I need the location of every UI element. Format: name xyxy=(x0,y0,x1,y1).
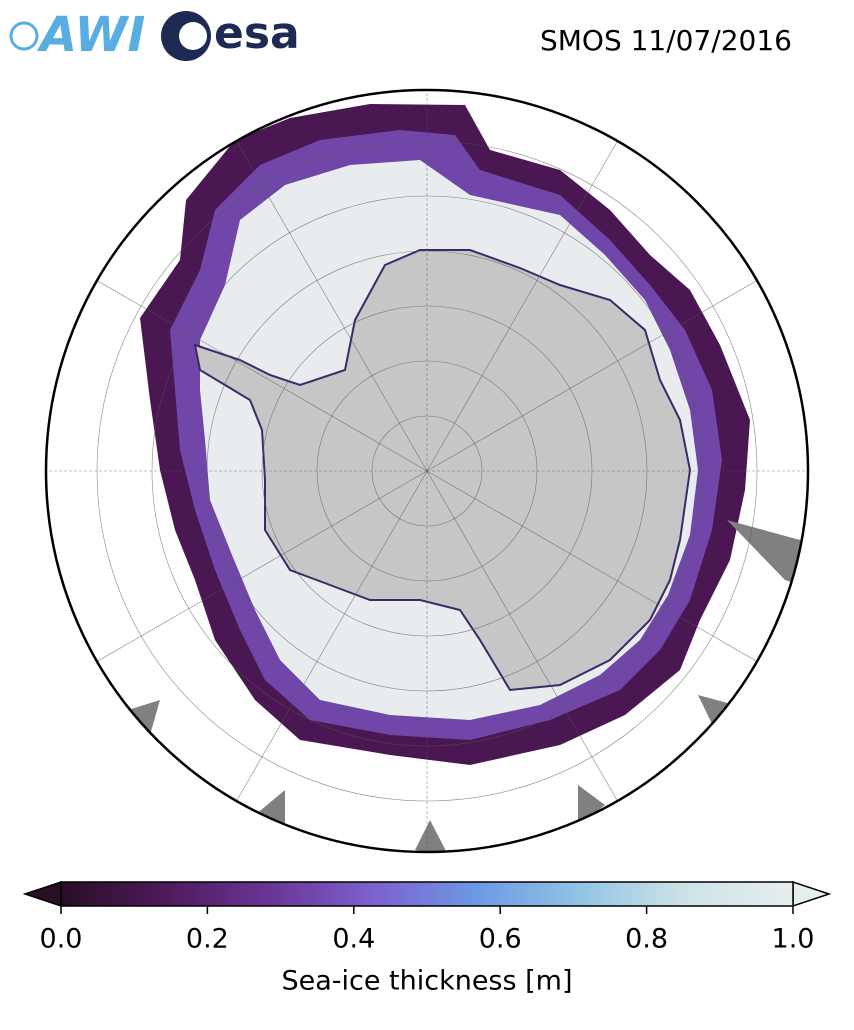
colorbar-tick-label: 0.2 xyxy=(186,924,229,955)
meridian-line xyxy=(226,124,428,472)
colorbar-tick-label: 0.6 xyxy=(479,924,522,955)
map-frame xyxy=(44,88,810,854)
colorbar-tick-label: 0.0 xyxy=(40,924,83,955)
colorbar-extend-high xyxy=(792,880,832,908)
map xyxy=(46,90,808,852)
meridian-line xyxy=(426,124,628,472)
meridian-line xyxy=(426,270,774,472)
colorbar-tick-label: 0.4 xyxy=(332,924,375,955)
meridian-line xyxy=(426,470,628,818)
esa-logo: esa xyxy=(161,8,300,61)
title: SMOS 11/07/2016 xyxy=(540,24,792,57)
awi-logo: AWI xyxy=(9,7,145,63)
meridian-line xyxy=(226,470,428,818)
esa-text: esa xyxy=(214,8,300,59)
colorbar-tick-label: 1.0 xyxy=(772,924,815,955)
colorbar-body xyxy=(60,881,794,907)
antarctica xyxy=(193,249,692,692)
meridian-line xyxy=(80,270,428,472)
meridian-line xyxy=(426,470,774,672)
awi-text: AWI xyxy=(36,7,145,63)
meridian-line xyxy=(80,470,428,672)
graticule xyxy=(46,90,808,852)
colorbar xyxy=(22,880,832,908)
colorbar-label: Sea-ice thickness [m] xyxy=(281,966,572,997)
colorbar-tick-label: 0.8 xyxy=(625,924,668,955)
colorbar-extend-low xyxy=(22,880,62,908)
